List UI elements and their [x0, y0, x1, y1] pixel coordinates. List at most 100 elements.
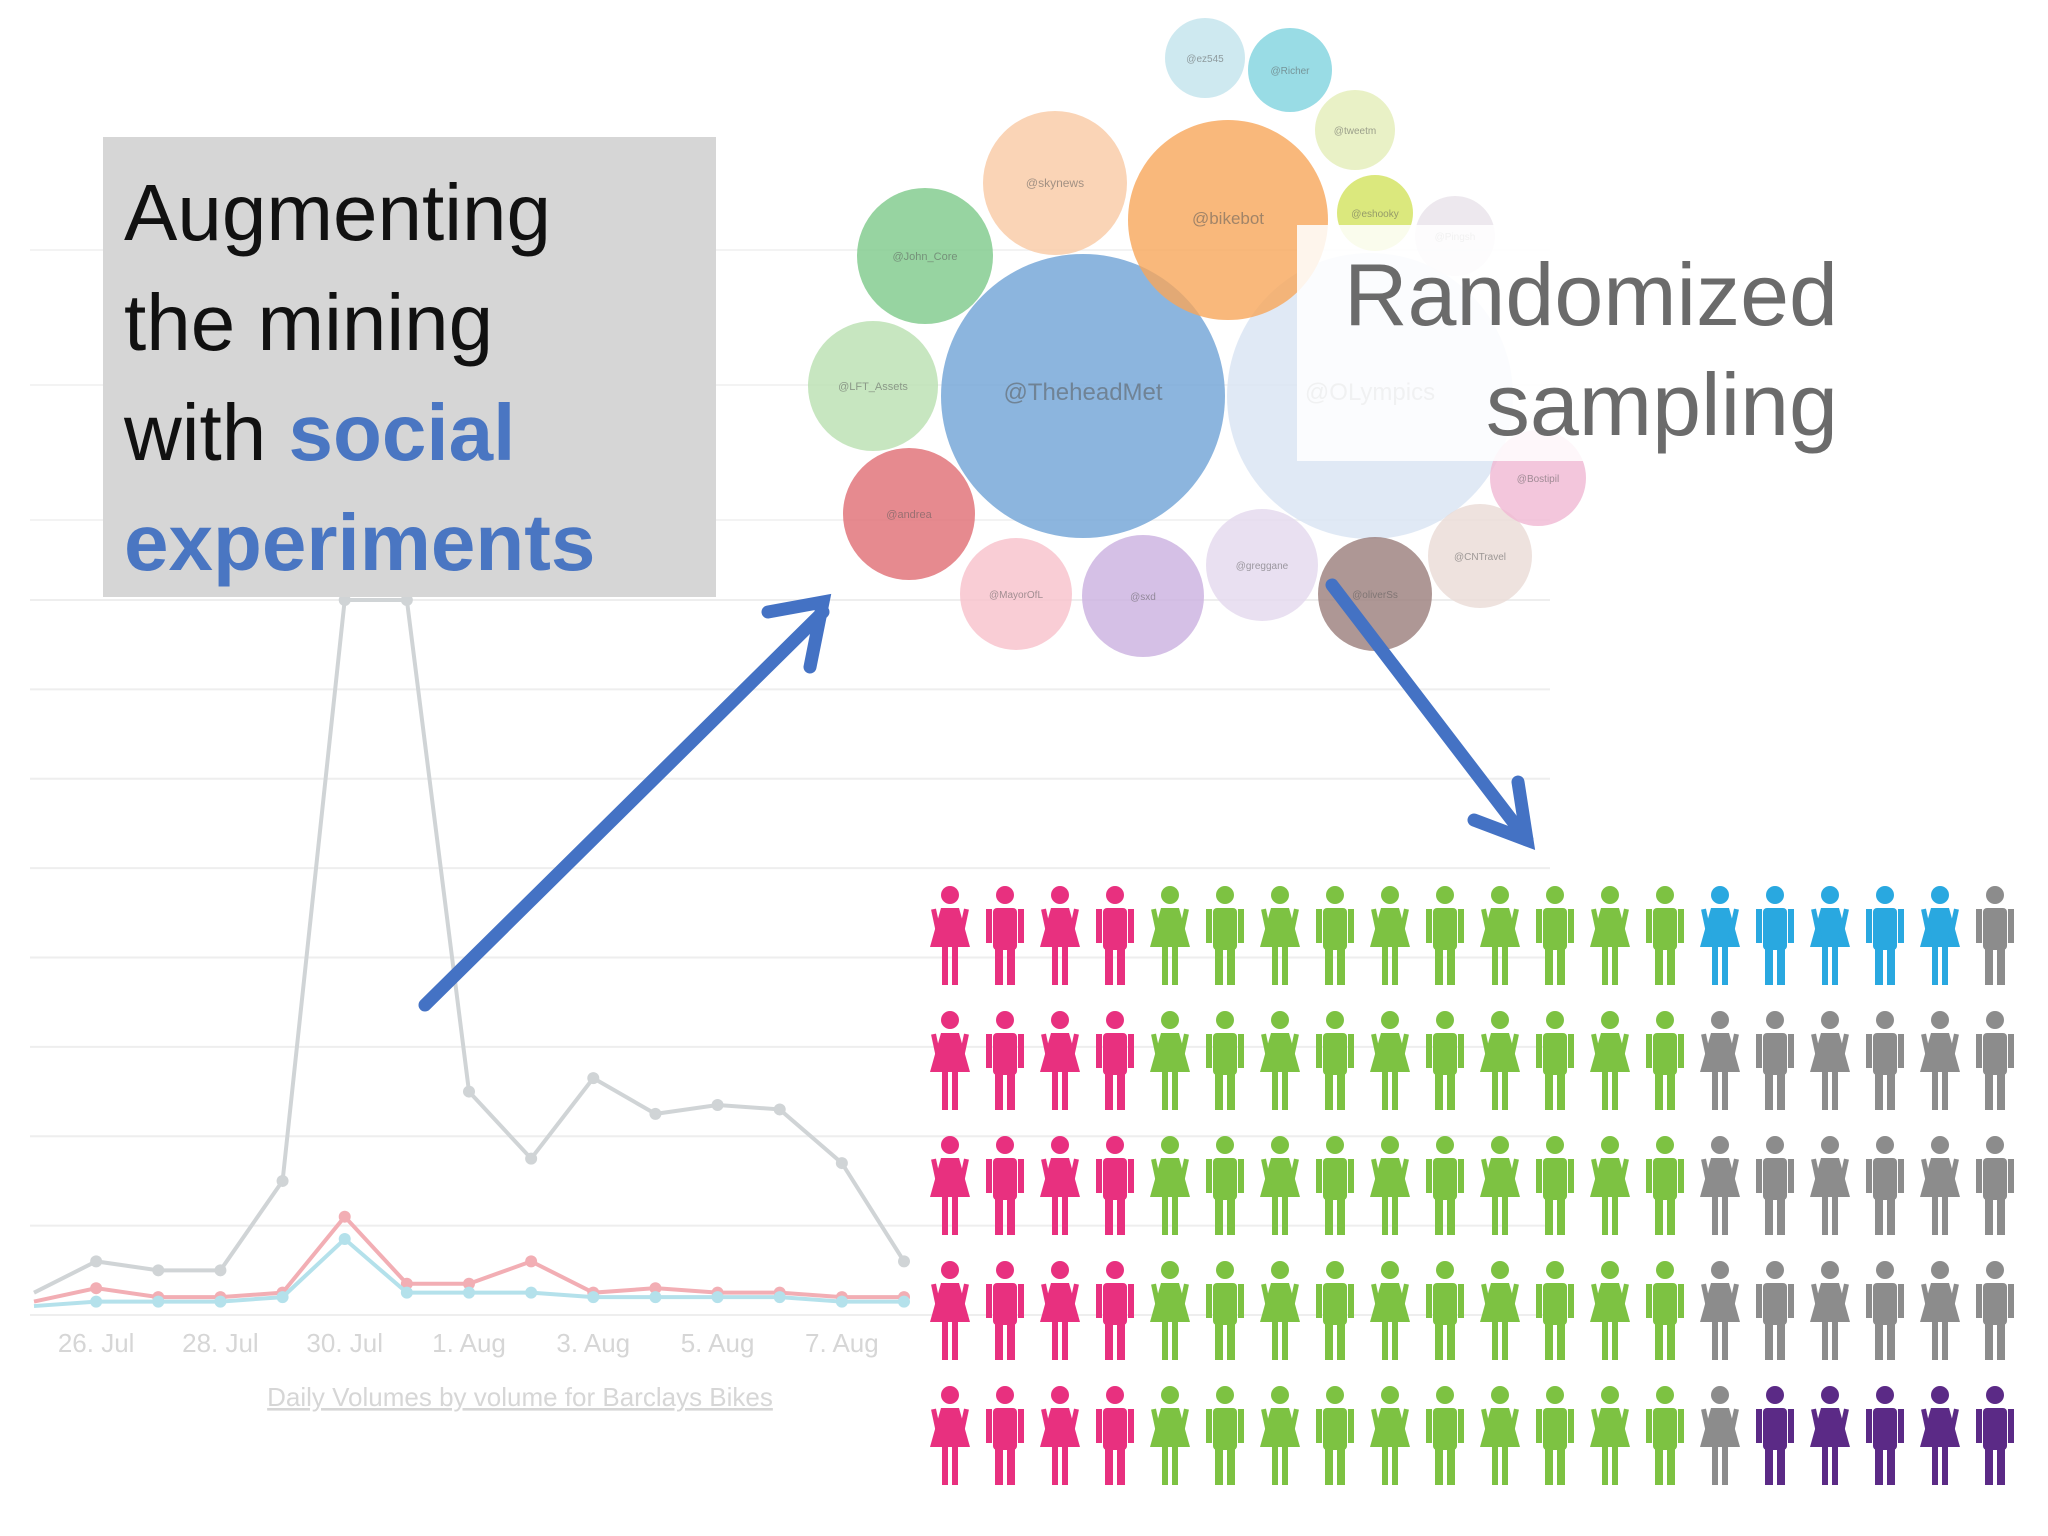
chart-data-point [525, 1255, 538, 1268]
person-male-icon [1316, 1136, 1354, 1235]
person-female-icon [1150, 886, 1190, 985]
bubble [1315, 90, 1395, 170]
person-female-icon [1590, 1386, 1630, 1485]
person-male-icon [1316, 1261, 1354, 1360]
bubble [1165, 18, 1245, 98]
person-female-icon [1920, 1261, 1960, 1360]
person-male-icon [1646, 1261, 1684, 1360]
person-male-icon [1976, 1261, 2014, 1360]
person-female-icon [1480, 1011, 1520, 1110]
chart-data-point [711, 1291, 724, 1304]
person-male-icon [1756, 1011, 1794, 1110]
person-male-icon [1756, 886, 1794, 985]
bubble-label: @ez545 [1186, 54, 1224, 65]
person-male-icon [1976, 886, 2014, 985]
person-male-icon [1646, 886, 1684, 985]
person-female-icon [1040, 1011, 1080, 1110]
person-female-icon [1810, 1386, 1850, 1485]
person-female-icon [1260, 1386, 1300, 1485]
chart-data-point [649, 1107, 662, 1120]
bubble-label: @John_Core [893, 251, 958, 263]
chart-data-point [214, 1264, 227, 1277]
person-female-icon [1920, 1136, 1960, 1235]
person-female-icon [1370, 1386, 1410, 1485]
person-female-icon [1700, 1261, 1740, 1360]
chart-data-point [338, 1210, 351, 1223]
person-female-icon [1480, 886, 1520, 985]
person-female-icon [1480, 1261, 1520, 1360]
chart-x-tick-label: 28. Jul [182, 1328, 259, 1358]
chart-data-point [898, 1255, 910, 1268]
people-icon-grid [930, 886, 2014, 1485]
person-female-icon [1260, 886, 1300, 985]
bubble-label: @oliverSs [1352, 590, 1398, 601]
chart-data-point [463, 1277, 475, 1290]
chart-x-tick-label: 1. Aug [432, 1328, 506, 1358]
chart-data-point [276, 1291, 289, 1304]
person-female-icon [1700, 1136, 1740, 1235]
bubble-label: @Bostipil [1517, 474, 1559, 485]
person-female-icon [1480, 1386, 1520, 1485]
person-male-icon [1866, 1261, 1904, 1360]
person-female-icon [1590, 1261, 1630, 1360]
chart-data-point [773, 1291, 786, 1304]
person-female-icon [1810, 1136, 1850, 1235]
person-male-icon [1646, 1011, 1684, 1110]
person-male-icon [1426, 1261, 1464, 1360]
bubble-label: @tweetm [1334, 126, 1376, 137]
person-female-icon [1810, 886, 1850, 985]
person-male-icon [986, 1386, 1024, 1485]
person-female-icon [930, 1136, 970, 1235]
person-female-icon [1590, 1136, 1630, 1235]
chart-data-point [276, 1174, 289, 1187]
chart-data-point [338, 1233, 351, 1246]
bubble [1248, 28, 1332, 112]
bubble [1318, 537, 1432, 651]
person-female-icon [930, 1261, 970, 1360]
person-male-icon [1316, 1386, 1354, 1485]
person-male-icon [1536, 1136, 1574, 1235]
person-male-icon [1976, 1386, 2014, 1485]
person-male-icon [1976, 1011, 2014, 1110]
bubble [1128, 120, 1328, 320]
person-male-icon [986, 1136, 1024, 1235]
person-female-icon [1150, 1011, 1190, 1110]
person-male-icon [1536, 1261, 1574, 1360]
person-female-icon [1370, 1136, 1410, 1235]
bubble [960, 538, 1072, 650]
person-male-icon [1426, 1386, 1464, 1485]
headline-panel [103, 137, 716, 597]
headline-line-3: with social [124, 378, 595, 488]
person-male-icon [1206, 1011, 1244, 1110]
chart-data-point [525, 1152, 538, 1165]
person-female-icon [1920, 1386, 1960, 1485]
bubble [843, 448, 975, 580]
bubble [1206, 509, 1318, 621]
person-female-icon [1370, 1011, 1410, 1110]
person-male-icon [1096, 1136, 1134, 1235]
person-female-icon [1480, 1136, 1520, 1235]
chart-title: Daily Volumes by volume for Barclays Bik… [267, 1382, 773, 1412]
chart-data-point [400, 594, 413, 606]
person-male-icon [1316, 886, 1354, 985]
person-female-icon [1700, 1386, 1740, 1485]
chart-data-point [773, 1103, 786, 1116]
person-female-icon [1700, 1011, 1740, 1110]
bubble [983, 111, 1127, 255]
bubble-label: @sxd [1130, 592, 1156, 603]
person-male-icon [1426, 886, 1464, 985]
person-female-icon [1700, 886, 1740, 985]
person-male-icon [1866, 1386, 1904, 1485]
person-female-icon [1920, 1011, 1960, 1110]
person-male-icon [1426, 1136, 1464, 1235]
chart-data-point [711, 1098, 724, 1111]
person-female-icon [930, 886, 970, 985]
chart-data-point [649, 1291, 662, 1304]
person-female-icon [930, 1386, 970, 1485]
person-female-icon [1040, 1386, 1080, 1485]
chart-data-point [463, 1085, 475, 1098]
person-male-icon [1646, 1136, 1684, 1235]
person-male-icon [1316, 1011, 1354, 1110]
person-male-icon [986, 1261, 1024, 1360]
person-female-icon [1150, 1386, 1190, 1485]
